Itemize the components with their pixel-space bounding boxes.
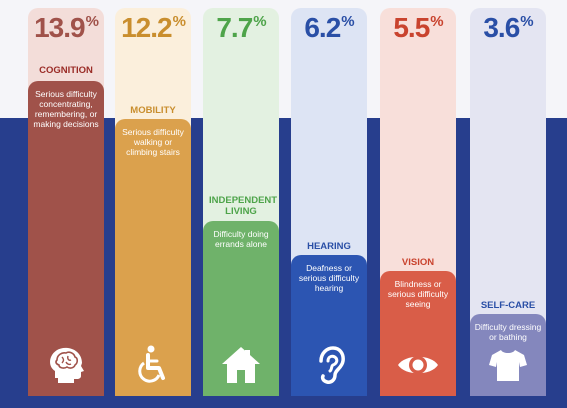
data-label-value: 7.7 (216, 12, 253, 43)
data-label: 3.6% (470, 12, 546, 44)
data-label: 12.2% (115, 12, 191, 44)
percent-symbol: % (172, 13, 186, 30)
shirt-icon (487, 344, 529, 386)
data-label-value: 12.2 (121, 12, 172, 43)
category-label: MOBILITY (130, 105, 176, 116)
bar-column-independent-living: 7.7% INDEPENDENT LIVING Difficulty doing e… (203, 8, 279, 396)
eye-icon (397, 344, 439, 386)
data-label-value: 13.9 (34, 12, 85, 43)
category-label: COGNITION (39, 65, 93, 76)
ear-icon (308, 344, 350, 386)
category-label: VISION (401, 257, 435, 268)
data-label-value: 3.6 (483, 12, 520, 43)
percent-symbol: % (253, 13, 266, 30)
bar-column-mobility: 12.2% MOBILITY Serious difficulty walking … (115, 8, 191, 396)
category-description: Blindness or serious difficulty seeing (387, 279, 449, 309)
data-label: 13.9% (28, 12, 104, 44)
category-label: INDEPENDENT LIVING (209, 195, 278, 217)
percent-symbol: % (341, 13, 354, 30)
bar (380, 271, 456, 396)
category-description: Difficulty doing errands alone (213, 229, 269, 249)
wheelchair-icon (132, 344, 174, 386)
bar-column-vision: 5.5% VISION Blindness or serious difficult… (380, 8, 456, 396)
category-description: Difficulty dressing or bathing (474, 322, 542, 342)
category-description: Serious difficulty walking or climbing s… (122, 127, 184, 157)
bar-column-self-care: 3.6% SELF-CARE Difficulty dressing or bath… (470, 8, 546, 396)
brain-head-icon (45, 344, 87, 386)
percent-symbol: % (430, 13, 443, 30)
data-label: 7.7% (203, 12, 279, 44)
bar-column-cognition: 13.9% COGNITION Serious difficulty concent… (28, 8, 104, 396)
data-label: 6.2% (291, 12, 367, 44)
bar (28, 81, 104, 396)
data-label-value: 5.5 (393, 12, 430, 43)
percent-symbol: % (85, 13, 99, 30)
category-label: HEARING (307, 241, 351, 252)
house-icon (220, 344, 262, 386)
category-label: SELF-CARE (480, 300, 536, 311)
bar (291, 255, 367, 396)
bar-column-hearing: 6.2% HEARING Deafness or serious difficult… (291, 8, 367, 396)
percent-symbol: % (520, 13, 533, 30)
category-description: Deafness or serious difficulty hearing (298, 263, 360, 293)
category-description: Serious difficulty concentrating, rememb… (33, 89, 99, 129)
data-label-value: 6.2 (304, 12, 341, 43)
data-label: 5.5% (380, 12, 456, 44)
